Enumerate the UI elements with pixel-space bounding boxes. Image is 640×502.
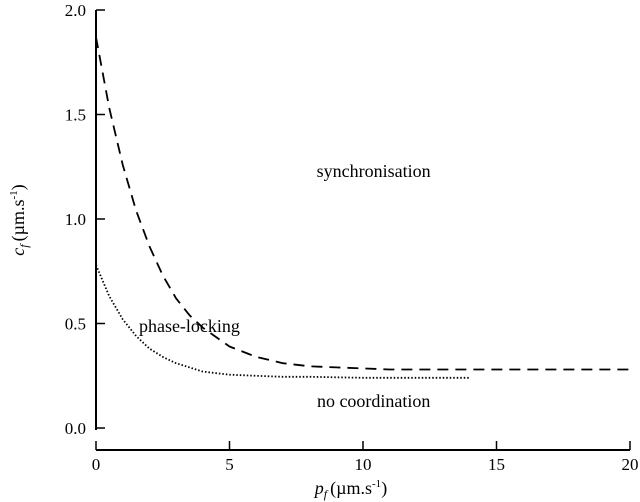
y-tick-label: 1.5 (65, 106, 86, 125)
region-label: phase-locking (139, 316, 240, 336)
region-label: synchronisation (317, 161, 431, 181)
annotations-group: synchronisation phase-locking no coordinat… (139, 161, 431, 411)
y-tick-label: 0.5 (65, 315, 86, 334)
y-axis-title: cf(µm.s-1) (8, 184, 31, 255)
region-label: no coordination (317, 391, 430, 411)
x-tick-label: 5 (225, 455, 234, 474)
x-axis-title: pf (µm.s-1) (313, 478, 387, 501)
x-tick-label: 10 (355, 455, 372, 474)
y-tick-label: 2.0 (65, 1, 86, 20)
y-tick-label: 0.0 (65, 419, 86, 438)
y-tick-label: 1.0 (65, 210, 86, 229)
x-tick-label: 15 (488, 455, 505, 474)
dashed-series-line (95, 37, 630, 371)
x-tick-label: 0 (92, 455, 101, 474)
x-axis-ticks: 0 5 10 15 20 (92, 441, 639, 474)
dotted-series-line (95, 264, 470, 379)
y-axis-ticks: 0.0 0.5 1.0 1.5 2.0 (65, 1, 105, 438)
series-group (95, 37, 630, 379)
x-tick-label: 20 (622, 455, 639, 474)
